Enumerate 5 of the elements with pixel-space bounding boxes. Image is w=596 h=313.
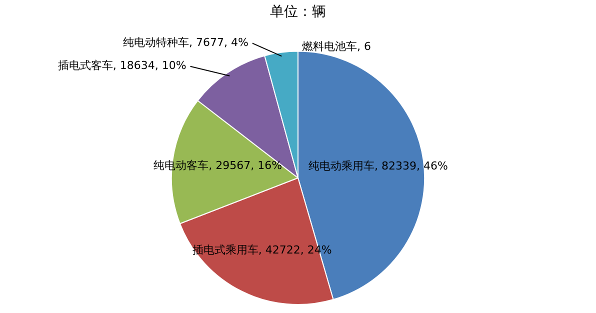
- slice-label: 燃料电池车, 6: [302, 40, 371, 53]
- chart-title: 单位：辆: [270, 4, 326, 20]
- slice-label: 纯电动乘用车, 82339, 46%: [308, 159, 448, 172]
- slice-label: 插电式客车, 18634, 10%: [58, 59, 186, 72]
- slice-label: 纯电动特种车, 7677, 4%: [123, 36, 248, 50]
